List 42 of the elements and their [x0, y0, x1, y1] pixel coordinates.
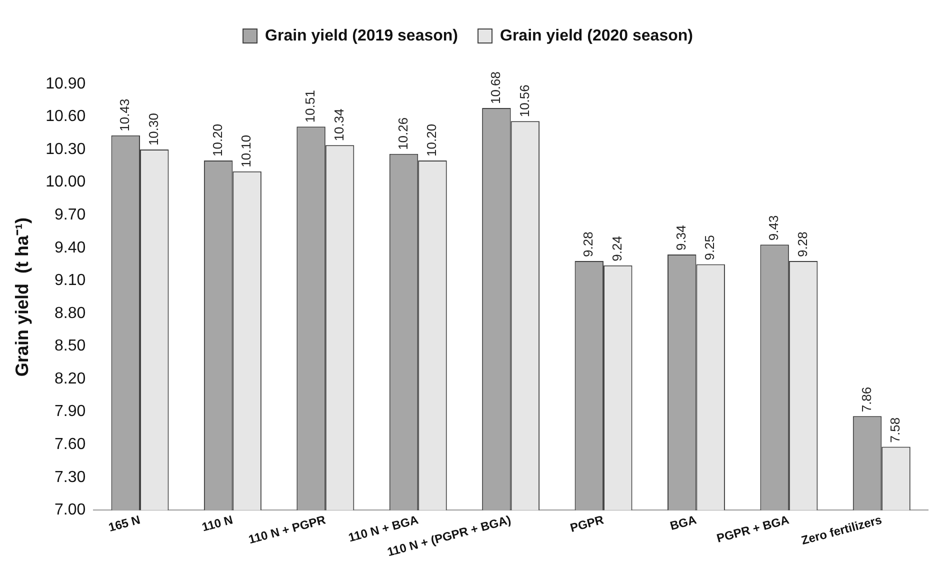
data-label: 10.51 [302, 90, 318, 123]
y-tick-label: 7.90 [54, 403, 86, 420]
y-tick-label: 7.60 [54, 436, 86, 453]
legend-label: Grain yield (2020 season) [500, 27, 693, 44]
y-tick-label: 9.70 [54, 206, 86, 224]
data-label: 9.24 [609, 236, 624, 262]
x-tick-label: BGA [668, 512, 698, 534]
data-label: 9.34 [673, 225, 688, 250]
y-tick-label: 9.10 [54, 272, 86, 290]
data-label: 10.43 [117, 98, 132, 132]
x-tick-label: Zero fertilizers [800, 512, 884, 548]
x-tick-label: PGPR + BGA [715, 512, 791, 546]
legend-label: Grain yield (2019 season) [265, 27, 458, 44]
data-label: 10.30 [146, 113, 161, 146]
y-tick-label: 8.80 [54, 304, 86, 322]
data-label: 9.28 [794, 232, 810, 258]
data-label: 10.26 [395, 117, 410, 150]
data-label: 10.20 [210, 124, 225, 156]
data-label: 9.28 [580, 232, 596, 258]
x-tick-label: PGPR [568, 512, 606, 535]
y-tick-label: 7.30 [54, 468, 86, 486]
x-tick-label: 165 N [107, 512, 142, 534]
data-label: 10.10 [238, 134, 254, 168]
data-label: 7.86 [858, 386, 874, 412]
y-tick-label: 10.30 [46, 140, 86, 158]
y-tick-label: 10.90 [46, 75, 86, 92]
data-label: 10.68 [488, 71, 504, 104]
x-tick-label: 110 N [200, 512, 234, 534]
x-tick-label: 110 N + PGPR [247, 512, 328, 547]
data-label: 9.25 [702, 234, 718, 260]
data-label: 10.34 [331, 108, 346, 142]
y-tick-label: 10.00 [46, 174, 86, 191]
data-label: 10.56 [516, 84, 532, 118]
data-label: 7.58 [888, 417, 903, 443]
y-tick-label: 10.60 [46, 108, 86, 126]
y-axis-title: Grain yield (t ha⁻¹) [12, 218, 32, 377]
data-label: 10.20 [424, 124, 440, 156]
y-tick-label: 8.50 [54, 338, 86, 355]
y-tick-label: 9.40 [54, 239, 86, 256]
y-tick-label: 8.20 [54, 370, 86, 388]
y-tick-label: 7.00 [54, 502, 86, 519]
data-label: 9.43 [766, 215, 782, 241]
